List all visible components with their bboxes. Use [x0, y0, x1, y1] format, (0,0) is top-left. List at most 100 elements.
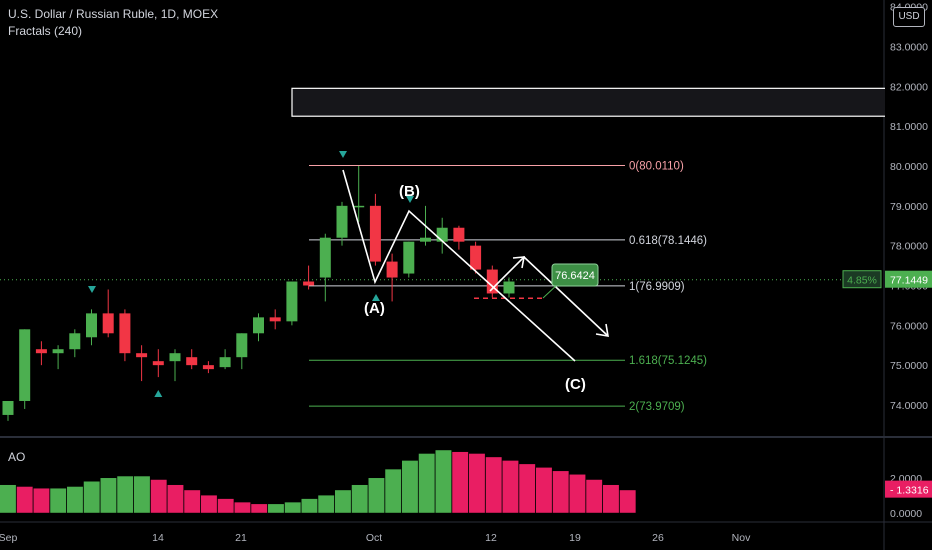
candle-body — [486, 269, 498, 294]
ao-bar — [519, 464, 536, 513]
arrow-head-icon — [512, 256, 525, 269]
fib-level-label: 0.618(78.1446) — [629, 235, 707, 247]
target-zone-rect — [291, 87, 895, 117]
ao-bar — [351, 484, 368, 513]
candle-body — [503, 281, 515, 294]
ao-bar — [134, 476, 150, 513]
candle-body — [453, 227, 465, 242]
time-tick-label: Oct — [366, 532, 382, 544]
time-tick-label: 12 — [485, 532, 497, 544]
ao-current-tag — [885, 480, 932, 498]
price-tick-label: 82.0000 — [890, 81, 928, 93]
time-tick-label: 26 — [652, 532, 664, 544]
ao-bar — [368, 478, 385, 513]
candle — [119, 309, 131, 362]
ao-bar — [469, 453, 485, 513]
candle-body — [420, 237, 431, 242]
wave-label-c: (C) — [565, 376, 586, 393]
wave-polyline — [342, 169, 576, 362]
candle — [86, 309, 97, 346]
candle — [253, 313, 264, 342]
candle-body — [19, 329, 31, 401]
candle-body — [35, 349, 47, 354]
candle-body — [436, 227, 448, 242]
candle — [19, 329, 31, 409]
candle-body — [102, 313, 114, 334]
price-tick-label: 81.0000 — [890, 121, 928, 133]
candle-body — [186, 357, 198, 366]
ao-current-text: - 1.3316 — [890, 485, 929, 497]
candle — [35, 341, 47, 366]
wave-drawing[interactable]: (A) (B) (C) — [342, 169, 586, 393]
candle — [202, 361, 214, 374]
ao-bar — [251, 504, 268, 513]
price-tick-label: 76.0000 — [890, 320, 928, 332]
candle-body — [369, 205, 381, 262]
candle-body — [136, 353, 148, 358]
ao-bar — [552, 471, 569, 513]
candle-body — [269, 317, 281, 322]
fractal-down-icon — [339, 151, 347, 158]
ao-bar — [619, 490, 636, 513]
change-percent-text: 4.85% — [847, 275, 877, 287]
currency-button[interactable]: USD — [893, 7, 925, 27]
time-axis[interactable]: Sep 14 21 Oct 12 19 26 Nov — [0, 532, 751, 544]
ao-bar — [452, 451, 469, 513]
fib-level-label: 0(80.0110) — [629, 161, 684, 173]
candle — [219, 349, 231, 370]
candle-body — [69, 333, 81, 350]
candle — [286, 281, 298, 326]
ao-bar — [234, 502, 251, 513]
fib-level-label: 1.618(75.1245) — [629, 355, 707, 367]
ao-bar — [284, 502, 301, 513]
ao-bar — [184, 490, 201, 513]
ao-bar — [402, 460, 418, 513]
last-price-tag — [885, 270, 932, 288]
ao-bar — [418, 453, 435, 513]
candle-body — [286, 281, 298, 322]
ao-bar — [318, 495, 335, 513]
ao-bar — [569, 474, 586, 513]
ao-bar — [0, 484, 16, 513]
price-axis[interactable]: 74.000075.000076.000077.000078.000079.00… — [842, 0, 932, 436]
candle — [152, 349, 164, 378]
candle-body — [470, 245, 482, 270]
ao-bar — [201, 495, 217, 513]
candle — [436, 217, 448, 254]
candle-body — [202, 365, 214, 370]
price-tick-label: 74.0000 — [890, 400, 928, 412]
candle — [386, 253, 398, 302]
wave-label-b: (B) — [399, 183, 420, 200]
candle-body — [86, 313, 97, 338]
target-rectangle[interactable] — [291, 87, 895, 117]
ao-bar — [485, 457, 502, 513]
candle-body — [152, 361, 164, 366]
candle-body — [303, 281, 315, 286]
projection-arrows[interactable]: 76.6424 — [489, 255, 609, 337]
time-tick-label: 14 — [152, 532, 164, 544]
ao-bar — [603, 484, 619, 513]
ao-bar — [586, 479, 603, 513]
fractal-markers — [88, 151, 414, 397]
candle — [503, 277, 515, 298]
arrow-head-icon — [595, 323, 609, 337]
candle — [169, 349, 181, 382]
ao-bar — [536, 467, 552, 513]
candle-body — [219, 357, 231, 368]
candle-body — [353, 205, 365, 208]
ao-bar — [217, 498, 234, 513]
price-callout-text: 76.6424 — [555, 270, 595, 282]
candle — [269, 309, 281, 330]
candle-body — [336, 205, 348, 238]
time-tick-label: Nov — [732, 532, 751, 544]
price-callout-box — [551, 263, 599, 287]
ao-indicator-label: AO — [8, 450, 26, 464]
candle — [453, 225, 465, 250]
candle — [319, 233, 331, 302]
candle-body — [52, 349, 64, 354]
candle — [303, 265, 315, 290]
candle-body — [319, 237, 331, 278]
candle — [403, 241, 415, 278]
